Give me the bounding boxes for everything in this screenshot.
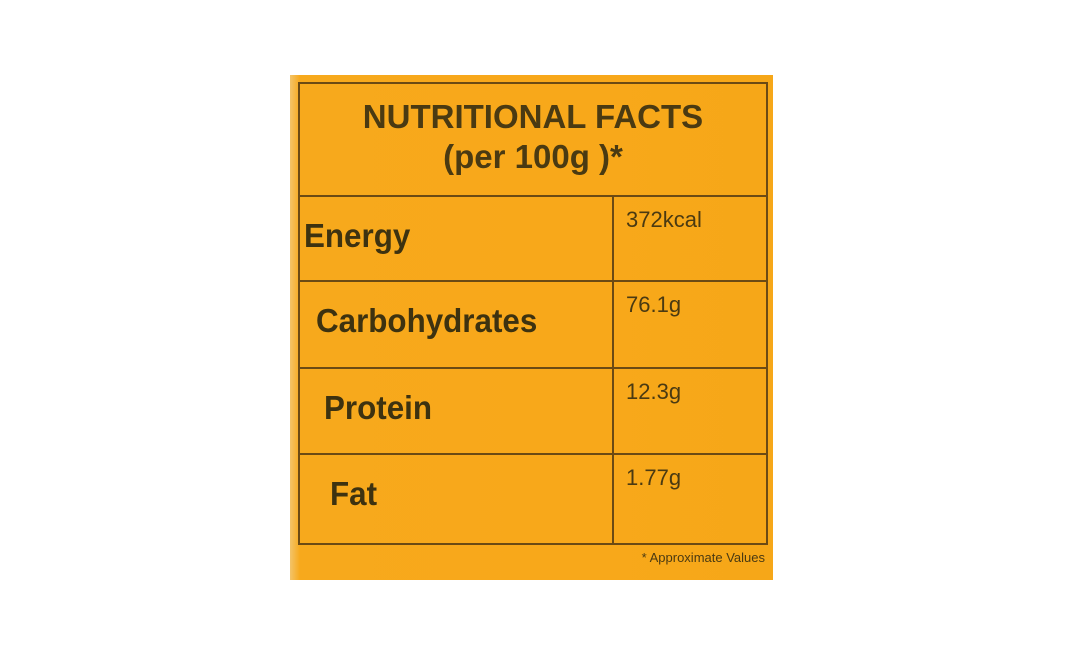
table-row: Energy 372kcal (300, 195, 766, 280)
footnote: * Approximate Values (641, 550, 765, 565)
label-panel: NUTRITIONAL FACTS (per 100g )* Energy 372… (290, 75, 773, 580)
nutrient-name: Fat (330, 475, 378, 512)
title: NUTRITIONAL FACTS (362, 98, 704, 135)
table-row: Carbohydrates 76.1g (300, 280, 766, 367)
subtitle: (per 100g )* (443, 138, 623, 175)
nutrient-value: 12.3g (626, 379, 682, 404)
nutrient-value: 372kcal (626, 207, 702, 232)
table-row: Fat 1.77g (300, 453, 766, 545)
nutrition-table: NUTRITIONAL FACTS (per 100g )* Energy 372… (298, 82, 768, 545)
table-row: Protein 12.3g (300, 367, 766, 453)
nutrient-value: 76.1g (626, 292, 682, 317)
nutrient-name: Carbohydrates (316, 302, 538, 339)
nutrient-name: Protein (324, 389, 433, 426)
nutrient-value: 1.77g (626, 465, 682, 490)
column-divider (612, 195, 614, 543)
nutrient-name: Energy (304, 217, 411, 254)
